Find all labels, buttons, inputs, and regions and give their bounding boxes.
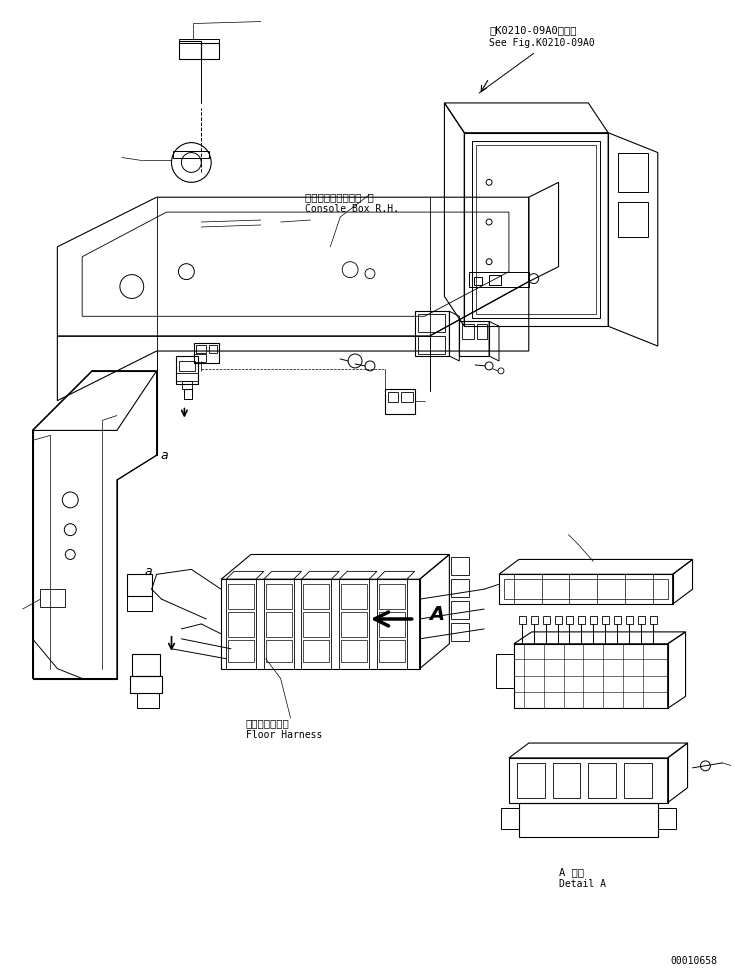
Bar — [477, 324, 487, 340]
Bar — [589, 763, 616, 798]
Text: 00010658: 00010658 — [670, 956, 717, 966]
Bar — [379, 612, 404, 637]
Bar — [519, 616, 526, 624]
Bar — [228, 640, 254, 662]
Bar — [590, 616, 597, 624]
Bar — [469, 271, 528, 286]
Bar — [618, 153, 648, 193]
Bar — [658, 808, 675, 829]
Bar — [341, 584, 367, 609]
Bar — [638, 616, 645, 624]
Bar — [474, 276, 482, 284]
Bar — [379, 584, 404, 609]
Bar — [385, 389, 415, 414]
Bar — [195, 354, 206, 362]
Bar — [451, 579, 469, 597]
Bar — [415, 311, 449, 356]
Bar — [266, 584, 291, 609]
Bar — [379, 640, 404, 662]
Bar — [127, 596, 152, 611]
Bar — [489, 274, 501, 284]
Bar — [459, 321, 489, 356]
Bar — [401, 392, 413, 402]
Bar — [496, 654, 514, 689]
Text: a: a — [145, 565, 153, 578]
Text: Detail A: Detail A — [559, 879, 606, 889]
Bar — [451, 601, 469, 619]
Text: Floor Harness: Floor Harness — [246, 730, 322, 740]
Bar — [341, 640, 367, 662]
Bar — [266, 612, 291, 637]
Text: フロアハーネス: フロアハーネス — [246, 718, 290, 728]
Bar — [499, 574, 672, 604]
Bar — [339, 579, 369, 668]
Bar — [176, 373, 198, 380]
Bar — [567, 616, 573, 624]
Bar — [196, 345, 206, 353]
Bar — [578, 616, 585, 624]
Text: 第K0210-09A0図参照: 第K0210-09A0図参照 — [489, 25, 577, 36]
Bar — [179, 42, 201, 59]
Bar — [517, 763, 545, 798]
Bar — [462, 324, 474, 340]
Bar — [303, 584, 330, 609]
Bar — [195, 343, 219, 363]
Bar — [514, 644, 668, 708]
Bar — [555, 616, 562, 624]
Bar — [228, 584, 254, 609]
Bar — [451, 558, 469, 575]
Bar — [501, 808, 519, 829]
Bar — [228, 612, 254, 637]
Bar — [519, 803, 658, 838]
Bar — [418, 314, 446, 332]
Bar — [509, 758, 668, 803]
Bar — [266, 640, 291, 662]
Text: Console Box R.H.: Console Box R.H. — [305, 204, 399, 214]
Bar — [451, 623, 469, 641]
Bar — [201, 44, 219, 59]
Bar — [418, 336, 446, 354]
Bar — [130, 675, 161, 694]
Bar — [614, 616, 621, 624]
Bar — [183, 380, 192, 389]
Bar — [209, 345, 217, 353]
Bar — [476, 145, 596, 314]
Bar — [624, 763, 652, 798]
Text: A 詳細: A 詳細 — [559, 867, 584, 877]
Bar — [303, 640, 330, 662]
Bar — [542, 616, 550, 624]
Bar — [184, 389, 192, 399]
Text: See Fig.K0210-09A0: See Fig.K0210-09A0 — [489, 38, 595, 49]
Bar — [137, 694, 159, 708]
Text: a: a — [161, 449, 168, 462]
Bar — [179, 361, 195, 371]
Bar — [618, 202, 648, 236]
Bar — [626, 616, 633, 624]
Bar — [388, 392, 398, 402]
Bar — [176, 356, 198, 383]
Bar — [132, 654, 159, 675]
Bar — [179, 40, 219, 44]
Bar — [303, 612, 330, 637]
Bar — [650, 616, 657, 624]
Bar — [302, 579, 331, 668]
Bar — [226, 579, 256, 668]
Bar — [531, 616, 538, 624]
Bar — [602, 616, 609, 624]
Text: A: A — [429, 604, 445, 624]
Bar — [127, 574, 152, 596]
Bar — [341, 612, 367, 637]
Bar — [264, 579, 294, 668]
Bar — [40, 590, 65, 607]
Bar — [553, 763, 581, 798]
Text: コンソールボックス 右: コンソールボックス 右 — [305, 193, 374, 202]
Bar — [377, 579, 407, 668]
Bar — [472, 141, 600, 318]
Bar — [504, 579, 668, 599]
Bar — [221, 579, 420, 668]
